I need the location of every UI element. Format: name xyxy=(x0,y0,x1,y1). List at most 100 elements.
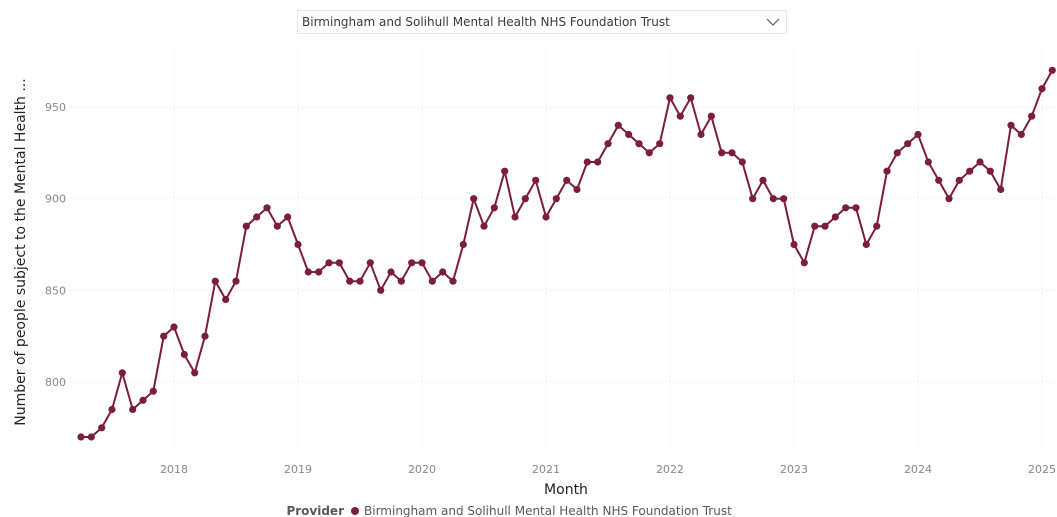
data-point[interactable] xyxy=(1017,130,1025,139)
data-point[interactable] xyxy=(532,176,540,184)
data-point[interactable] xyxy=(408,259,416,267)
data-point[interactable] xyxy=(129,405,137,414)
legend-series-label: Birmingham and Solihull Mental Health NH… xyxy=(364,504,732,517)
data-point[interactable] xyxy=(98,424,106,432)
data-point[interactable] xyxy=(77,433,85,441)
data-point[interactable] xyxy=(1007,121,1015,129)
data-point[interactable] xyxy=(986,167,994,175)
data-point[interactable] xyxy=(738,158,746,166)
data-point[interactable] xyxy=(439,268,447,276)
data-point[interactable] xyxy=(108,405,116,414)
data-point[interactable] xyxy=(924,158,932,166)
data-point[interactable] xyxy=(656,140,664,148)
data-point[interactable] xyxy=(707,112,715,120)
data-point[interactable] xyxy=(304,268,312,276)
data-point[interactable] xyxy=(935,176,943,184)
data-point[interactable] xyxy=(315,268,323,276)
data-point[interactable] xyxy=(666,94,674,102)
data-point[interactable] xyxy=(480,222,488,230)
data-point[interactable] xyxy=(831,213,839,221)
data-point[interactable] xyxy=(749,195,757,203)
data-point[interactable] xyxy=(914,130,922,139)
data-point[interactable] xyxy=(191,369,199,377)
data-point[interactable] xyxy=(490,204,498,212)
data-point[interactable] xyxy=(1038,85,1046,93)
data-point[interactable] xyxy=(222,295,230,304)
data-point[interactable] xyxy=(821,222,829,230)
data-point[interactable] xyxy=(604,140,612,148)
data-point[interactable] xyxy=(242,222,250,230)
data-point[interactable] xyxy=(873,222,881,230)
data-point[interactable] xyxy=(945,195,953,203)
data-point[interactable] xyxy=(397,277,405,285)
data-point[interactable] xyxy=(449,277,457,285)
data-point[interactable] xyxy=(883,167,891,175)
data-point[interactable] xyxy=(687,94,695,102)
data-point[interactable] xyxy=(366,259,374,267)
data-point[interactable] xyxy=(294,240,302,249)
data-point[interactable] xyxy=(893,149,901,157)
data-point[interactable] xyxy=(118,369,126,377)
data-point[interactable] xyxy=(387,268,395,276)
data-point[interactable] xyxy=(87,433,95,441)
data-point[interactable] xyxy=(377,286,385,294)
data-point[interactable] xyxy=(160,332,168,340)
data-point[interactable] xyxy=(542,213,550,221)
data-point[interactable] xyxy=(263,204,271,212)
data-point[interactable] xyxy=(790,240,798,249)
data-point[interactable] xyxy=(769,195,777,203)
data-point[interactable] xyxy=(614,121,622,129)
data-point[interactable] xyxy=(997,185,1005,194)
y-tick-label: 900 xyxy=(45,193,66,206)
data-point[interactable] xyxy=(811,222,819,230)
data-point[interactable] xyxy=(149,387,157,395)
data-point[interactable] xyxy=(842,204,850,212)
data-point[interactable] xyxy=(325,259,333,267)
data-point[interactable] xyxy=(335,259,343,267)
data-point[interactable] xyxy=(852,204,860,212)
data-point[interactable] xyxy=(284,213,292,221)
data-point[interactable] xyxy=(800,259,808,267)
data-point[interactable] xyxy=(552,195,560,203)
data-point[interactable] xyxy=(459,240,467,249)
data-point[interactable] xyxy=(635,140,643,148)
data-point[interactable] xyxy=(676,112,684,120)
y-tick-label: 800 xyxy=(45,376,66,389)
data-point[interactable] xyxy=(780,195,788,203)
data-point[interactable] xyxy=(955,176,963,184)
data-point[interactable] xyxy=(697,130,705,139)
data-point[interactable] xyxy=(573,185,581,194)
chevron-down-icon[interactable] xyxy=(766,17,780,27)
data-point[interactable] xyxy=(273,222,281,230)
data-point[interactable] xyxy=(346,277,354,285)
data-point[interactable] xyxy=(170,323,178,331)
data-point[interactable] xyxy=(625,130,633,139)
data-point[interactable] xyxy=(253,213,261,221)
data-point[interactable] xyxy=(759,176,767,184)
data-point[interactable] xyxy=(976,158,984,166)
data-point[interactable] xyxy=(966,167,974,175)
data-point[interactable] xyxy=(511,213,519,221)
data-point[interactable] xyxy=(904,140,912,148)
data-point[interactable] xyxy=(428,277,436,285)
data-point[interactable] xyxy=(645,149,653,157)
data-point[interactable] xyxy=(418,259,426,267)
data-point[interactable] xyxy=(501,167,509,175)
data-point[interactable] xyxy=(862,240,870,249)
data-point[interactable] xyxy=(1028,112,1036,120)
data-point[interactable] xyxy=(1048,66,1056,74)
data-point[interactable] xyxy=(470,195,478,203)
data-point[interactable] xyxy=(583,158,591,166)
data-point[interactable] xyxy=(563,176,571,184)
data-point[interactable] xyxy=(232,277,240,285)
data-point[interactable] xyxy=(139,396,147,404)
data-point[interactable] xyxy=(211,277,219,285)
data-point[interactable] xyxy=(356,277,364,285)
provider-filter-dropdown[interactable]: Birmingham and Solihull Mental Health NH… xyxy=(297,10,787,34)
data-point[interactable] xyxy=(728,149,736,157)
data-point[interactable] xyxy=(201,332,209,340)
data-point[interactable] xyxy=(180,350,188,359)
data-point[interactable] xyxy=(718,149,726,157)
data-point[interactable] xyxy=(594,158,602,166)
data-point[interactable] xyxy=(521,195,529,203)
